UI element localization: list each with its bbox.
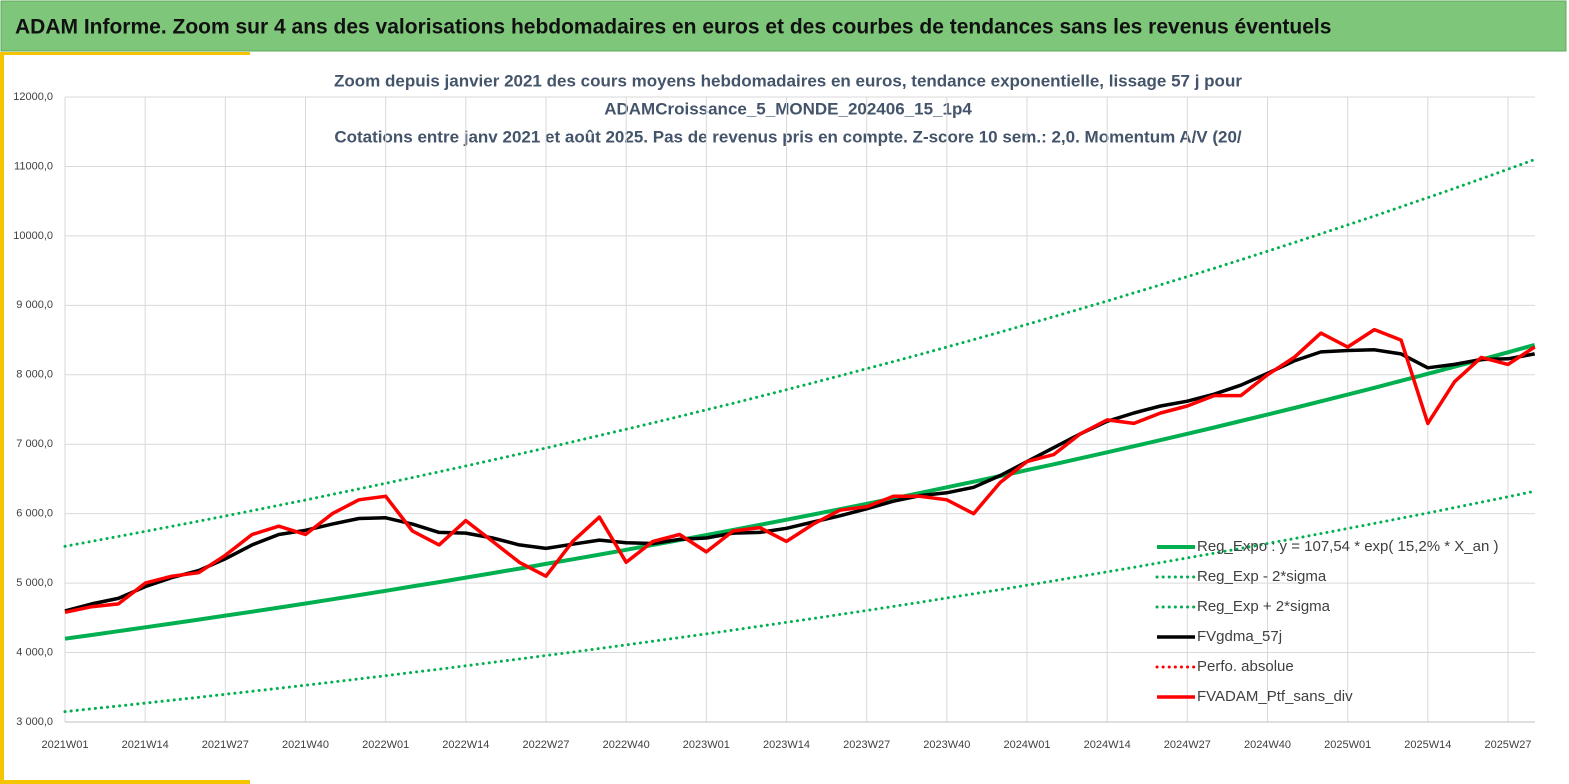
y-tick-label: 6 000,0 <box>16 508 53 520</box>
y-tick-label: 4 000,0 <box>16 646 53 658</box>
series-line <box>64 342 1536 641</box>
x-tick-label: 2021W27 <box>202 739 249 751</box>
y-tick-label: 3 000,0 <box>16 716 53 728</box>
x-tick-label: 2022W01 <box>362 739 409 751</box>
series-line <box>64 327 1536 615</box>
x-tick-label: 2023W27 <box>843 739 890 751</box>
x-tick-label: 2021W14 <box>122 739 169 751</box>
x-tick-label: 2024W27 <box>1164 739 1211 751</box>
y-tick-label: 10000,0 <box>13 230 53 242</box>
x-tick-label: 2024W01 <box>1003 739 1050 751</box>
x-tick-label: 2021W40 <box>282 739 329 751</box>
legend-label: Reg_Expo : y = 107,54 * exp( 15,2% * X_a… <box>1197 538 1498 555</box>
legend-label: Perfo. absolue <box>1197 658 1294 675</box>
header-band <box>0 0 1567 52</box>
chart-title: ADAMCroissance_5_MONDE_202406_15_1p4 <box>604 99 972 118</box>
series-line <box>63 489 1537 714</box>
x-tick-label: 2025W27 <box>1484 739 1531 751</box>
chart-title: Cotations entre janv 2021 et août 2025. … <box>334 127 1242 146</box>
x-tick-label: 2023W01 <box>683 739 730 751</box>
x-tick-label: 2024W14 <box>1084 739 1131 751</box>
x-tick-label: 2023W14 <box>763 739 810 751</box>
legend-label: FVgdma_57j <box>1197 628 1282 645</box>
header-title: ADAM Informe. Zoom sur 4 ans des valoris… <box>15 16 1331 39</box>
x-tick-label: 2022W27 <box>522 739 569 751</box>
x-tick-label: 2021W01 <box>41 739 88 751</box>
y-tick-label: 8 000,0 <box>16 369 53 381</box>
x-tick-label: 2023W40 <box>923 739 970 751</box>
x-tick-label: 2025W14 <box>1404 739 1451 751</box>
y-tick-label: 11000,0 <box>14 160 53 172</box>
series-line <box>63 158 1537 548</box>
legend-label: Reg_Exp + 2*sigma <box>1197 598 1331 615</box>
legend-label: Reg_Exp - 2*sigma <box>1197 568 1327 585</box>
x-tick-label: 2022W40 <box>603 739 650 751</box>
x-tick-label: 2025W01 <box>1324 739 1371 751</box>
accent <box>0 52 4 784</box>
x-tick-label: 2022W14 <box>442 739 489 751</box>
y-tick-label: 9 000,0 <box>16 299 53 311</box>
accent <box>0 52 250 55</box>
chart-title: Zoom depuis janvier 2021 des cours moyen… <box>334 71 1242 90</box>
y-tick-label: 5 000,0 <box>16 577 53 589</box>
y-tick-label: 12000,0 <box>13 91 53 103</box>
y-tick-label: 7 000,0 <box>16 438 53 450</box>
legend-label: FVADAM_Ptf_sans_div <box>1197 688 1353 705</box>
x-tick-label: 2024W40 <box>1244 739 1291 751</box>
accent <box>0 780 250 784</box>
